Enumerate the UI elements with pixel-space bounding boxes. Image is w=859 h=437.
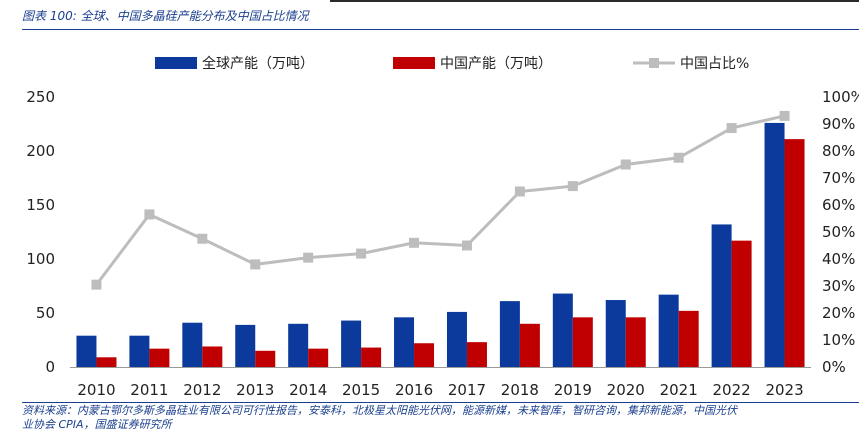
y-right-tick-label: 50% <box>822 223 855 241</box>
title-rule <box>22 29 859 30</box>
source-rule <box>22 402 859 403</box>
share-point <box>514 186 525 197</box>
source-line-2: 业协会 CPIA，国盛证券研究所 <box>22 418 172 431</box>
share-line-path <box>95 114 785 286</box>
bar-global <box>235 324 256 367</box>
y-left-tick-label: 200 <box>26 142 55 160</box>
bar-china <box>519 323 540 367</box>
bar-global <box>605 300 626 367</box>
x-tick-label: 2014 <box>289 381 327 399</box>
x-tick-label: 2016 <box>395 381 433 399</box>
bar-global <box>182 322 203 367</box>
y-left-tick-label: 150 <box>26 196 55 214</box>
bar-china <box>149 348 170 367</box>
y-right-tick-label: 30% <box>822 277 855 295</box>
y-left-tick-label: 0 <box>45 358 55 376</box>
x-tick-label: 2011 <box>130 381 168 399</box>
share-point <box>461 240 472 251</box>
legend-label-china: 中国产能（万吨） <box>440 56 552 72</box>
bar-global <box>129 335 150 367</box>
y-right-tick-label: 20% <box>822 304 855 322</box>
bar-global <box>288 323 309 367</box>
bar-china <box>731 240 752 367</box>
y-left-tick-label: 50 <box>36 304 55 322</box>
source-note: 资料来源：内蒙古鄂尔多斯多晶硅业有限公司可行性报告，安泰科，北极星太阳能光伏网，… <box>22 404 859 432</box>
bar-global <box>658 294 679 367</box>
bar-china <box>678 310 699 367</box>
y-left-tick-label: 100 <box>26 250 55 268</box>
y-right-tick-label: 90% <box>822 115 855 133</box>
share-point <box>567 181 578 192</box>
share-point <box>197 233 208 244</box>
bar-china <box>308 348 329 367</box>
top-strip <box>0 0 859 5</box>
share-point <box>91 279 102 290</box>
bar-global <box>394 317 415 367</box>
y-right-tick-label: 40% <box>822 250 855 268</box>
legend-label-global: 全球产能（万吨） <box>202 55 314 72</box>
x-tick-label: 2019 <box>554 381 592 399</box>
share-point <box>144 209 155 220</box>
y-right-tick-label: 80% <box>822 142 855 160</box>
legend-swatch-global <box>155 57 197 69</box>
share-point <box>779 110 790 121</box>
legend-label-share: 中国占比% <box>680 56 749 72</box>
bar-china <box>466 342 487 367</box>
x-tick-label: 2012 <box>183 381 221 399</box>
x-tick-label: 2010 <box>77 381 115 399</box>
share-point <box>303 252 314 263</box>
y-right-tick-label: 100% <box>822 88 859 106</box>
bar-global <box>499 301 520 367</box>
legend-swatch-marker <box>649 58 659 68</box>
bar-china <box>202 346 223 367</box>
bar-china <box>784 139 805 367</box>
share-point <box>409 237 420 248</box>
share-point <box>250 259 261 270</box>
bar-global <box>341 320 362 367</box>
share-point <box>726 123 737 134</box>
bar-global <box>446 311 467 367</box>
share-point <box>673 152 684 163</box>
share-point <box>620 159 631 170</box>
y-left-tick-label: 250 <box>26 88 55 106</box>
y-right-tick-label: 70% <box>822 169 855 187</box>
bar-china <box>96 357 117 367</box>
bar-china <box>255 350 276 367</box>
share-line <box>91 110 790 290</box>
x-tick-label: 2013 <box>236 381 274 399</box>
x-tick-label: 2021 <box>660 381 698 399</box>
bar-global <box>711 224 732 367</box>
share-point <box>356 248 367 259</box>
bar-china <box>361 347 382 367</box>
bar-china <box>414 343 435 367</box>
top-clipped-text-edge <box>330 0 859 2</box>
source-line-1: 资料来源：内蒙古鄂尔多斯多晶硅业有限公司可行性报告，安泰科，北极星太阳能光伏网，… <box>22 404 737 417</box>
bar-global <box>764 122 785 367</box>
bars <box>76 122 805 367</box>
axes: 0 50 100 150 200 250 0% 10% 20% 30% 40% 50% 60% 70% 80… <box>26 88 859 399</box>
x-tick-label: 2017 <box>448 381 486 399</box>
x-tick-label: 2022 <box>713 381 751 399</box>
bar-global <box>76 335 97 367</box>
y-right-tick-label: 0% <box>822 358 846 376</box>
bar-china <box>572 317 593 367</box>
x-tick-label: 2023 <box>765 381 803 399</box>
x-tick-label: 2020 <box>607 381 645 399</box>
figure-title: 图表 100: 全球、中国多晶硅产能分布及中国占比情况 <box>22 9 309 23</box>
x-tick-label: 2018 <box>501 381 539 399</box>
x-tick-label: 2015 <box>342 381 380 399</box>
legend: 全球产能（万吨） 中国产能（万吨） 中国占比% <box>155 55 749 72</box>
y-right-tick-label: 10% <box>822 331 855 349</box>
y-right-tick-label: 60% <box>822 196 855 214</box>
bar-global <box>552 293 573 367</box>
legend-swatch-china <box>393 57 435 69</box>
bar-china <box>625 317 646 367</box>
